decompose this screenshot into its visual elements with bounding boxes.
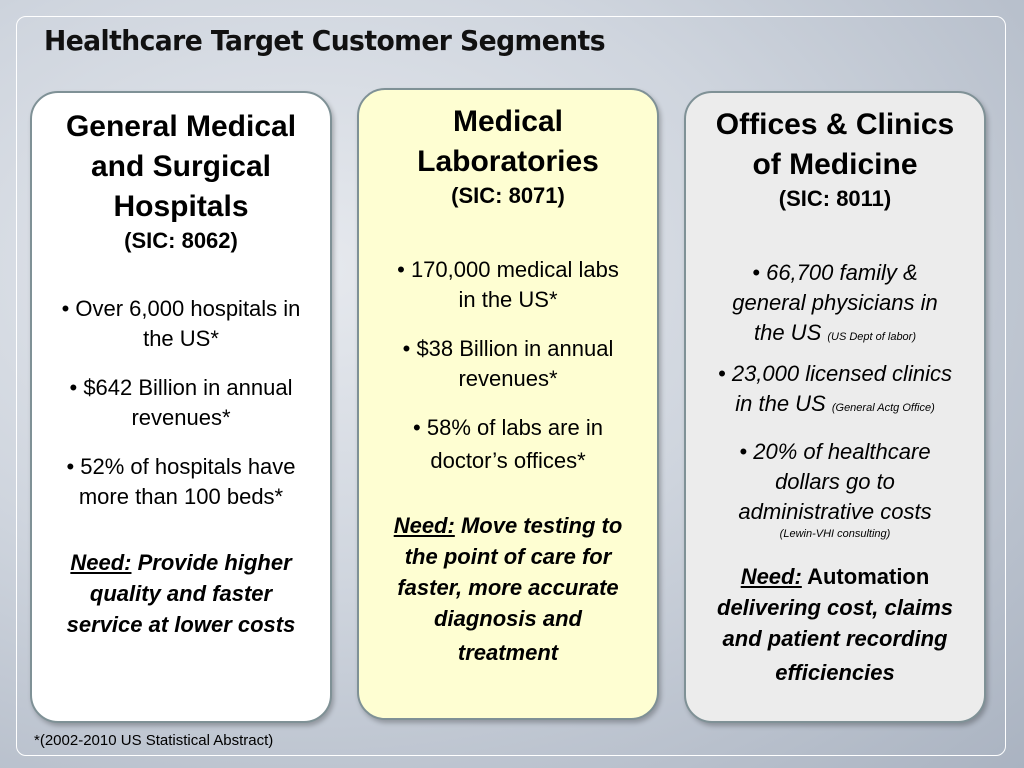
bullet-item: • 58% of labs are in doctor’s offices* <box>359 413 657 476</box>
bullet-item: • $642 Billion in annual revenues* <box>32 373 330 433</box>
bullet-line: • 66,700 family & <box>752 260 918 285</box>
segment-card-clinics: Offices & Clinics of Medicine (SIC: 8011… <box>684 91 986 723</box>
bullet-line: the US <box>753 320 828 345</box>
need-line: Provide higher <box>131 550 292 575</box>
bullet-line: dollars go to <box>775 469 895 494</box>
bullet-item: • 170,000 medical labs in the US* <box>359 255 657 315</box>
bullet-line: administrative costs <box>738 499 932 524</box>
bullet-line: in the US* <box>458 287 558 312</box>
bullet-line: general physicians in <box>732 290 938 315</box>
bullet-item: • 66,700 family & general physicians in … <box>686 258 984 352</box>
need-line: service at lower costs <box>66 612 296 637</box>
bullet-line: the US* <box>143 326 219 351</box>
heading-line: Medical <box>452 105 564 138</box>
segment-card-hospitals: General Medical and Surgical Hospitals (… <box>30 91 332 723</box>
heading-line: and Surgical <box>90 150 272 183</box>
need-line: and patient recording <box>722 626 948 651</box>
bullet-line: • $642 Billion in annual <box>69 375 293 400</box>
need-line: efficiencies <box>775 660 895 685</box>
need-line: delivering cost, claims <box>717 595 953 620</box>
bullet-item: • 23,000 licensed clinics in the US (Gen… <box>686 359 984 423</box>
source-citation: (US Dept of labor) <box>827 331 917 343</box>
bullet-line: • 170,000 medical labs <box>397 257 619 282</box>
need-line: the point of care for <box>404 544 612 569</box>
bullet-line: • $38 Billion in annual <box>402 336 614 361</box>
bullet-line: doctor’s offices* <box>430 448 586 473</box>
heading-line: Hospitals <box>113 190 249 223</box>
need-line: quality and faster <box>89 581 273 606</box>
bullet-line: • 20% of healthcare <box>739 439 931 464</box>
need-label: Need: <box>740 564 802 589</box>
need-label: Need: <box>70 550 132 575</box>
heading-line: General Medical <box>65 110 297 143</box>
need-line: Move testing to <box>454 513 623 538</box>
segment-heading: Medical Laboratories (SIC: 8071) <box>359 102 657 210</box>
need-line: diagnosis and <box>434 606 582 631</box>
need-statement: Need: Provide higher quality and faster … <box>32 547 330 640</box>
bullet-line: • 23,000 licensed clinics <box>718 361 952 386</box>
bullet-line: • Over 6,000 hospitals in <box>61 296 301 321</box>
need-statement: Need: Automation delivering cost, claims… <box>686 561 984 688</box>
sic-code: (SIC: 8071) <box>451 183 565 208</box>
bullet-line: • 52% of hospitals have <box>66 454 296 479</box>
need-line: faster, more accurate <box>397 575 619 600</box>
need-line: treatment <box>457 640 559 665</box>
bullet-item: • Over 6,000 hospitals in the US* <box>32 294 330 354</box>
heading-line: Laboratories <box>417 145 599 178</box>
need-line: Automation <box>801 564 930 589</box>
need-statement: Need: Move testing to the point of care … <box>359 510 657 668</box>
segment-heading: Offices & Clinics of Medicine (SIC: 8011… <box>686 105 984 213</box>
segment-heading: General Medical and Surgical Hospitals (… <box>32 107 330 255</box>
segment-card-laboratories: Medical Laboratories (SIC: 8071) • 170,0… <box>357 88 659 720</box>
footnote: *(2002-2010 US Statistical Abstract) <box>34 732 274 749</box>
bullet-line: in the US <box>735 391 832 416</box>
slide-frame <box>16 16 1006 756</box>
source-citation: (Lewin-VHI consulting) <box>779 528 891 540</box>
need-label: Need: <box>393 513 455 538</box>
source-citation: (General Actg Office) <box>831 402 935 414</box>
bullet-item: • 52% of hospitals have more than 100 be… <box>32 452 330 512</box>
bullet-item: • $38 Billion in annual revenues* <box>359 334 657 394</box>
sic-code: (SIC: 8062) <box>124 228 238 253</box>
bullet-line: revenues* <box>458 366 558 391</box>
bullet-line: • 58% of labs are in <box>413 415 603 440</box>
bullet-item: • 20% of healthcare dollars go to admini… <box>686 437 984 541</box>
slide-title: Healthcare Target Customer Segments <box>44 24 606 57</box>
heading-line: Offices & Clinics <box>715 108 955 141</box>
bullet-line: more than 100 beds* <box>78 484 284 509</box>
sic-code: (SIC: 8011) <box>778 186 892 211</box>
bullet-line: revenues* <box>131 405 231 430</box>
heading-line: of Medicine <box>752 148 918 181</box>
